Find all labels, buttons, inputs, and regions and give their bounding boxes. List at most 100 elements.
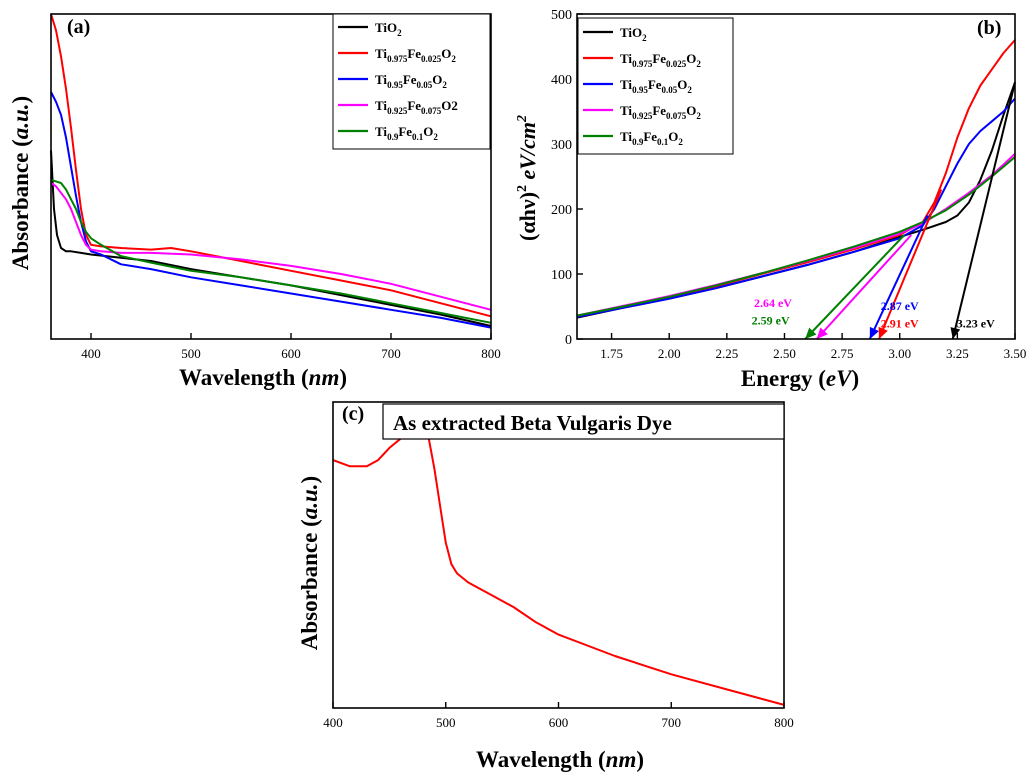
panel-b-label: (b)	[977, 17, 1001, 39]
panel-b-tangent-arrowhead-4	[805, 327, 817, 339]
panel-b-ticks: 1.75 2.00 2.25 2.50 2.75 3.00 3.25 3.50 0 100 200 3…	[551, 8, 1026, 361]
panel-b-x-tick-label-6: 3.25	[946, 346, 969, 361]
panel-b-tangent-lines	[804, 82, 1016, 340]
panel-a-frame	[50, 13, 492, 340]
panel-b-y-tick-label-3: 300	[551, 138, 572, 153]
panel-b-x-tick-label-2: 2.25	[715, 346, 738, 361]
panel-a-y-axis-label: Absorbance (a.u.)	[8, 96, 33, 270]
panel-b-x-axis-label: Energy (eV)	[741, 366, 859, 391]
panel-a-legend-label-2: Ti0.95Fe0.05O2	[375, 72, 447, 90]
panel-b-x-axis-name: Energy	[741, 366, 813, 391]
panel-b-tangent-line-0	[951, 82, 1016, 340]
panel-c-title: As extracted Beta Vulgaris Dye	[393, 411, 672, 435]
panel-b-legend-box	[577, 17, 734, 155]
panel-b-tangent-arrowhead-2	[869, 326, 879, 339]
panel-b-tangent-arrowhead-3	[816, 327, 828, 339]
panel-a-series-line-1	[50, 13, 492, 318]
panel-c-y-axis-name: Absorbance	[297, 533, 322, 651]
panel-a-x-tick-label-1: 500	[181, 346, 201, 361]
panel-b-series-line-4	[576, 156, 1016, 317]
panel-c-x-tick-label-2: 600	[549, 715, 569, 730]
panel-c-series-group	[332, 422, 785, 706]
panel-c-x-tick-label-4: 800	[774, 715, 794, 730]
panel-b-legend-label-3: Ti0.925Fe0.075O2	[620, 103, 701, 121]
panel-c: 400 500 600 700 800 As extracted Beta Vulgar…	[297, 401, 794, 772]
panel-a-x-tick-label-4: 800	[481, 346, 501, 361]
panel-c-label: (c)	[342, 403, 364, 425]
panel-c-title-box	[382, 403, 785, 440]
panel-c-series-line-0	[332, 422, 785, 706]
panel-a-y-axis-unit: a.u.	[8, 103, 33, 139]
panel-a-legend-box	[332, 13, 491, 150]
panel-b-x-tick-label-4: 2.75	[831, 346, 854, 361]
panel-a-x-tick-label-0: 400	[81, 346, 101, 361]
panel-b: 1.75 2.00 2.25 2.50 2.75 3.00 3.25 3.50 0 100 200 3…	[515, 8, 1026, 391]
panel-a-series-line-4	[50, 178, 492, 324]
panel-a-legend-entries: TiO2 Ti0.975Fe0.025O2 Ti0.95Fe0.05O2 Ti0.92…	[338, 20, 458, 142]
panel-a-series-line-0	[50, 150, 492, 327]
panel-b-tangent-line-4	[804, 234, 906, 340]
panel-c-x-tick-label-1: 500	[436, 715, 456, 730]
panel-c-x-axis-unit: nm	[606, 747, 637, 772]
panel-b-y-tick-label-4: 400	[551, 73, 572, 88]
panel-a-legend-label-3: Ti0.925Fe0.075O2	[375, 98, 458, 116]
panel-b-y-label-part-2: 2	[515, 185, 530, 192]
panel-b-x-tick-label-0: 1.75	[600, 346, 623, 361]
panel-a-y-axis-name: Absorbance	[8, 153, 33, 271]
panel-a-series-line-2	[50, 91, 492, 329]
panel-b-y-tick-label-1: 100	[551, 268, 572, 283]
panel-b-y-tick-label-0: 0	[565, 333, 572, 348]
panel-c-x-tick-label-3: 700	[662, 715, 682, 730]
panel-b-tangent-arrowhead-1	[878, 326, 888, 339]
panel-a-x-ticks: 400 500 600 700 800	[81, 333, 501, 361]
panel-b-tangent-line-3	[816, 234, 913, 340]
panel-b-tangent-arrowhead-0	[950, 327, 961, 339]
panel-a-x-axis-label: Wavelength (nm)	[179, 365, 347, 390]
panel-c-y-axis-unit: a.u.	[297, 483, 322, 519]
panel-b-legend-label-2: Ti0.95Fe0.05O2	[620, 77, 692, 95]
panel-a-x-tick-label-2: 600	[281, 346, 301, 361]
panel-a-legend: TiO2 Ti0.975Fe0.025O2 Ti0.95Fe0.05O2 Ti0.92…	[332, 13, 491, 150]
panel-b-x-tick-label-1: 2.00	[658, 346, 681, 361]
panel-b-x-tick-label-3: 2.50	[773, 346, 796, 361]
panel-b-y-tick-label-5: 500	[551, 8, 572, 23]
panel-b-tangent-line-1	[878, 189, 943, 340]
panel-c-x-tick-label-0: 400	[323, 715, 343, 730]
panel-c-x-axis-label: Wavelength (nm)	[476, 747, 644, 772]
panel-a-x-axis-unit: nm	[309, 365, 340, 390]
panel-a-legend-label-0: TiO2	[375, 20, 402, 38]
panel-a-series-group	[50, 13, 492, 329]
panel-c-y-axis-label: Absorbance (a.u.)	[297, 476, 322, 650]
panel-b-y-label-part-4: 2	[515, 115, 530, 123]
panel-b-x-tick-label-7: 3.50	[1004, 346, 1027, 361]
panel-c-x-axis-name: Wavelength	[476, 747, 592, 772]
panel-a-label: (a)	[67, 16, 90, 38]
panel-b-legend: TiO2 Ti0.975Fe0.025O2 Ti0.95Fe0.05O2 Ti0.92…	[577, 17, 734, 155]
panel-a-x-axis-name: Wavelength	[179, 365, 295, 390]
panel-b-legend-entries: TiO2 Ti0.975Fe0.025O2 Ti0.95Fe0.05O2 Ti0.92…	[583, 25, 701, 147]
panel-b-y-label-part-1: (αhν)	[515, 192, 540, 241]
panel-b-bandgap-label-4: 2.59 eV	[752, 314, 790, 328]
panel-b-x-tick-label-5: 3.00	[888, 346, 911, 361]
panel-b-x-axis-unit: eV	[826, 366, 853, 391]
panel-b-y-label-part-3: eV/cm	[515, 122, 540, 185]
panel-b-y-tick-label-2: 200	[551, 203, 572, 218]
panel-a-series-line-3	[50, 182, 492, 311]
panel-b-bandgap-label-0: 3.23 eV	[957, 316, 995, 330]
panel-a-legend-label-4: Ti0.9Fe0.1O2	[375, 124, 438, 142]
panel-c-frame	[332, 401, 785, 709]
panel-a-x-tick-label-3: 700	[381, 346, 401, 361]
panel-b-tangent-line-2	[868, 215, 929, 340]
panel-b-bandgap-labels: 3.23 eV 2.91 eV 2.87 eV 2.64 eV 2.59 eV	[752, 296, 995, 330]
panel-b-legend-label-0: TiO2	[620, 25, 647, 43]
panel-b-frame	[576, 13, 1016, 340]
panel-b-y-axis-label: (αhν)2 eV/cm2	[515, 115, 540, 241]
panel-b-legend-label-4: Ti0.9Fe0.1O2	[620, 129, 683, 147]
panel-c-x-ticks: 400 500 600 700 800	[323, 702, 794, 730]
panel-a: 400 500 600 700 800 (a) Wavelength (nm) Abso…	[8, 13, 501, 390]
panel-b-bandgap-label-1: 2.91 eV	[881, 316, 919, 330]
panel-b-bandgap-label-2: 2.87 eV	[881, 299, 919, 313]
panel-b-bandgap-label-3: 2.64 eV	[754, 296, 792, 310]
panel-a-legend-label-1: Ti0.975Fe0.025O2	[375, 46, 456, 64]
